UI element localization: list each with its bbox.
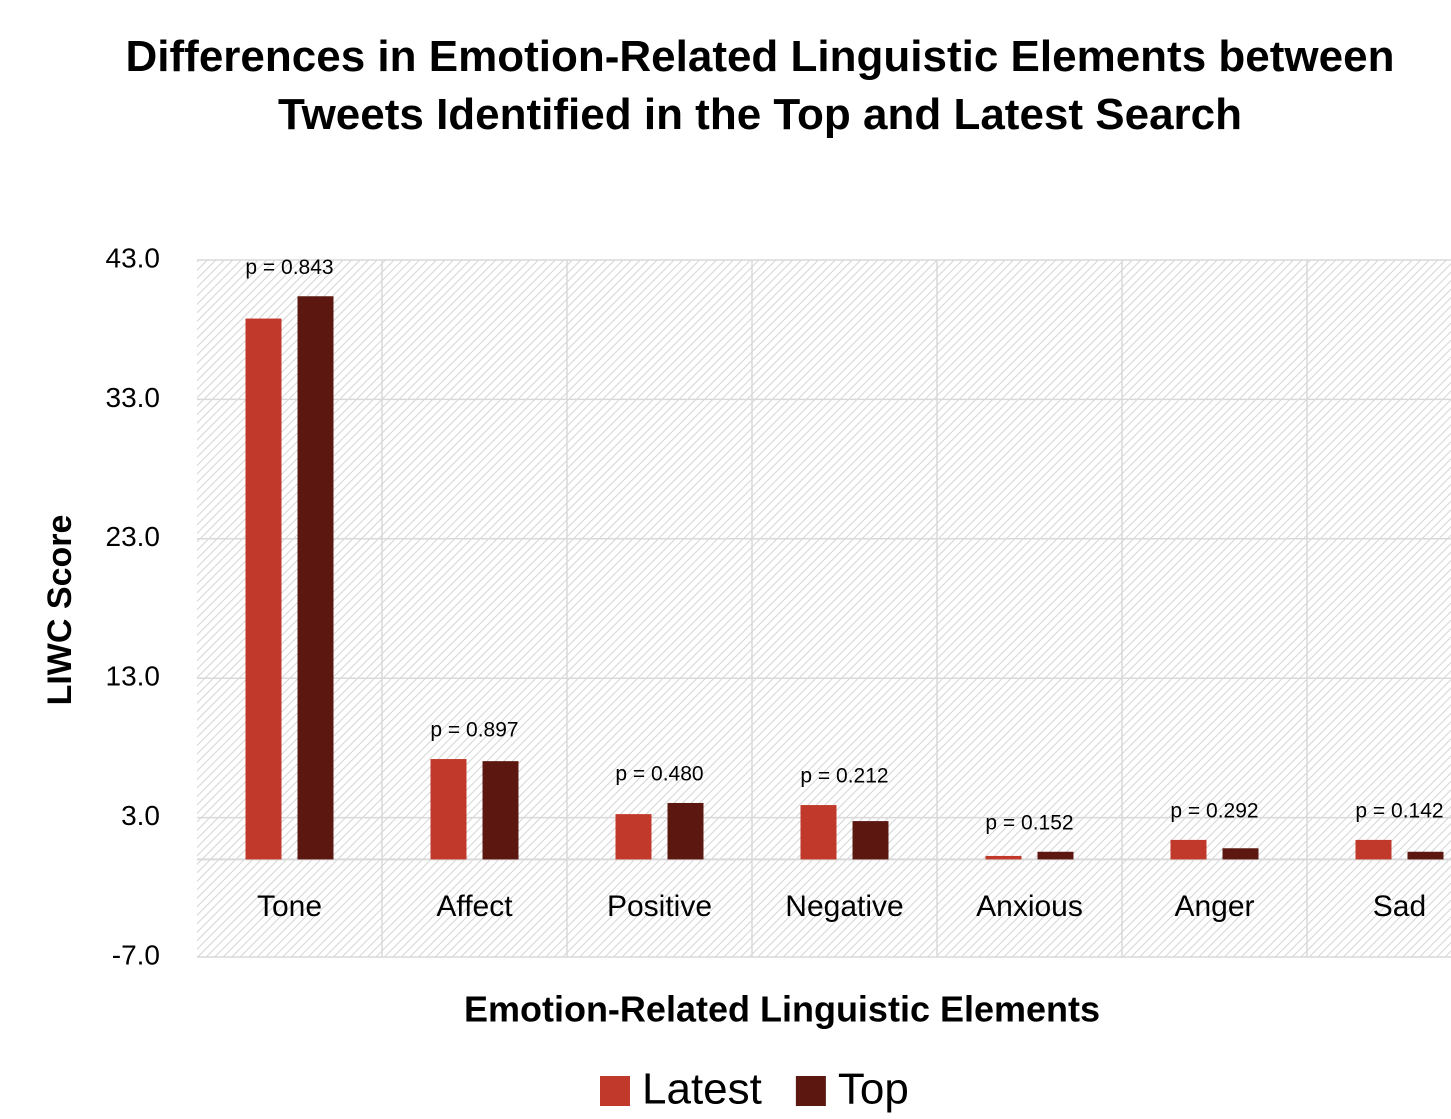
y-tick-label: 23.0	[106, 521, 161, 552]
annotation: p = 0.152	[985, 811, 1073, 834]
bar	[852, 821, 889, 860]
bar	[482, 761, 519, 860]
bar	[800, 805, 837, 860]
bar	[245, 318, 282, 860]
annotation: p = 0.142	[1355, 799, 1443, 822]
annotation: p = 0.897	[430, 719, 518, 742]
legend-swatch	[795, 1076, 826, 1106]
legend-swatch	[600, 1076, 630, 1106]
annotation: p = 0.212	[800, 765, 888, 788]
x-tick-label: Positive	[607, 890, 712, 923]
x-tick-label: Sad	[1373, 890, 1426, 923]
bar	[1037, 851, 1074, 860]
y-axis-title: LIWC Score	[41, 515, 79, 706]
bar	[1355, 839, 1392, 860]
annotation: p = 0.292	[1170, 799, 1258, 822]
y-tick-label: 13.0	[106, 661, 161, 692]
x-tick-label: Affect	[436, 890, 513, 923]
x-tick-label: Anger	[1174, 890, 1254, 923]
y-tick-label: -7.0	[112, 939, 160, 970]
bar	[615, 814, 652, 860]
bar	[1170, 839, 1207, 860]
x-tick-label: Negative	[785, 890, 903, 923]
legend-label: Latest	[642, 1065, 762, 1114]
x-tick-label: Tone	[257, 890, 322, 923]
y-tick-label: 33.0	[106, 382, 161, 413]
bar	[1407, 851, 1444, 860]
x-tick-label: Anxious	[976, 890, 1083, 923]
chart-title: Differences in Emotion-Related Linguisti…	[125, 32, 1395, 139]
bar	[667, 802, 704, 860]
y-tick-label: 43.0	[106, 242, 161, 273]
annotation: p = 0.843	[245, 256, 333, 279]
bar	[985, 855, 1022, 860]
annotation: p = 0.480	[615, 763, 703, 786]
y-tick-label: 3.0	[121, 800, 160, 831]
x-axis-title: Emotion-Related Linguistic Elements	[464, 989, 1100, 1030]
bar	[430, 759, 467, 860]
bar	[1222, 848, 1259, 860]
legend-label: Top	[838, 1065, 909, 1114]
bar	[297, 296, 334, 860]
